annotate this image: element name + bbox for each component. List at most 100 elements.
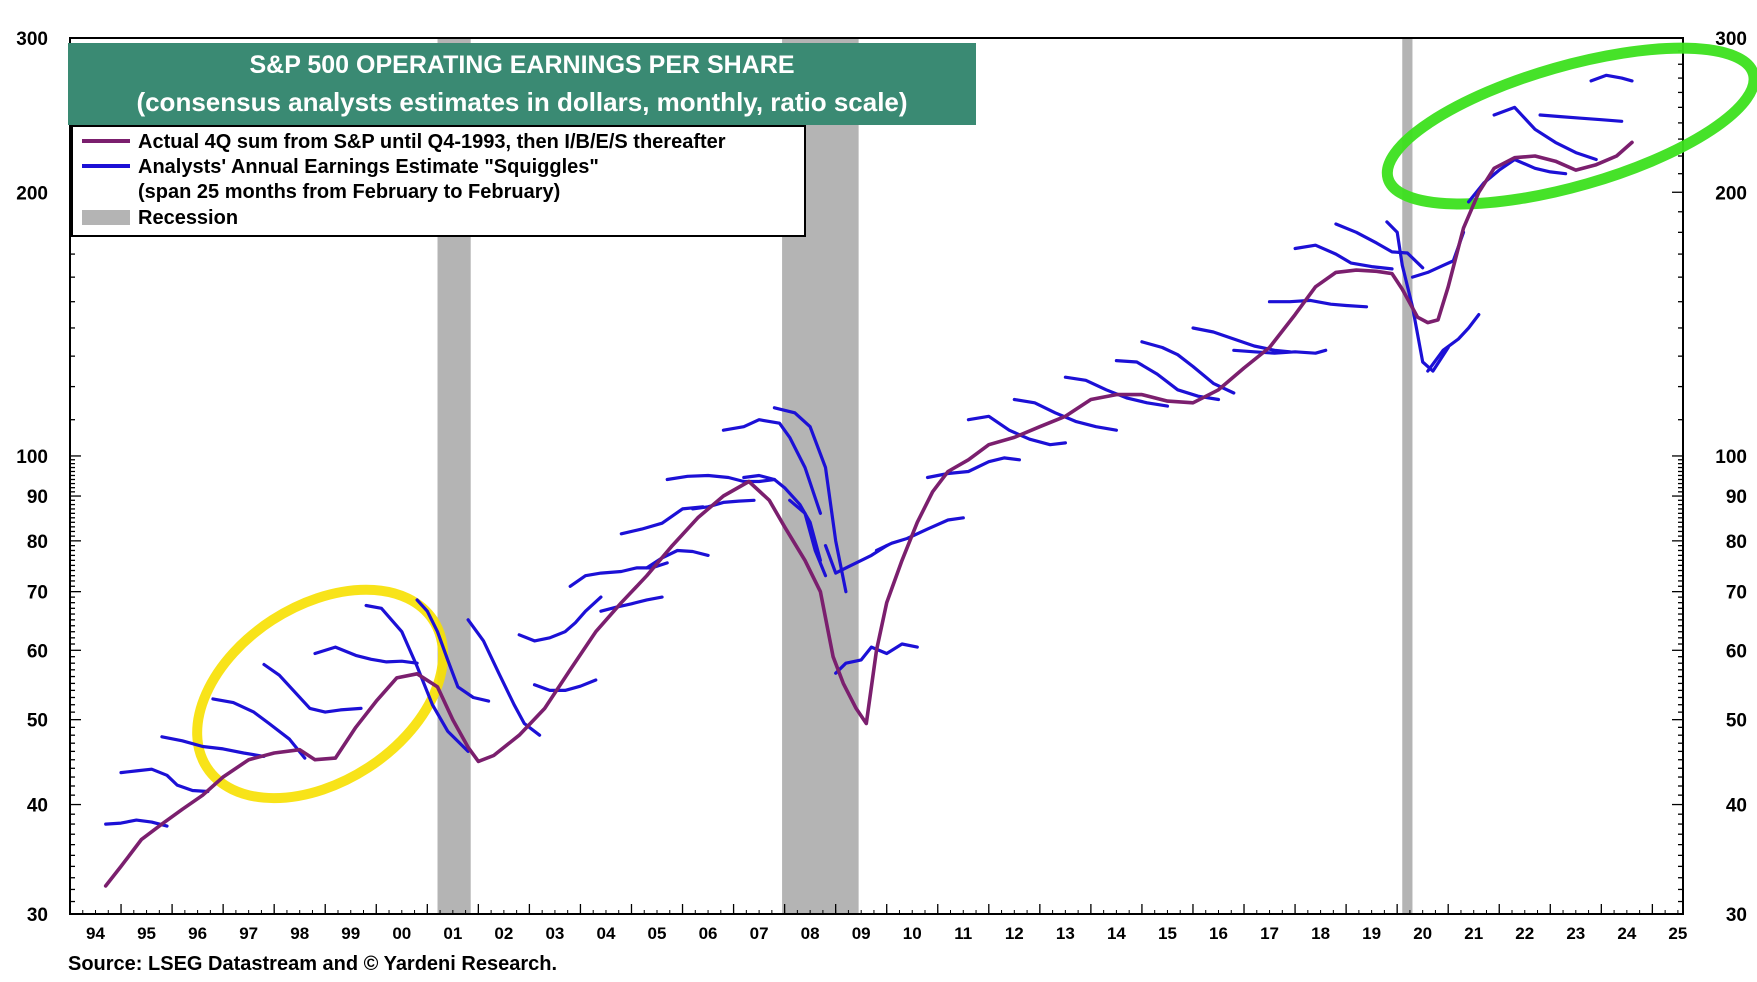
y-tick-label-right: 90	[1726, 487, 1747, 508]
squiggle-line-17	[721, 418, 822, 515]
x-tick-label: 21	[1464, 924, 1483, 943]
x-tick-label: 19	[1362, 924, 1381, 943]
y-tick-label-left: 100	[16, 447, 48, 468]
x-tick-label: 17	[1260, 924, 1279, 943]
legend-recession-swatch	[82, 210, 130, 225]
recession-band-2	[1402, 38, 1413, 914]
legend-squiggles-label: Analysts' Annual Earnings Estimate "Squi…	[138, 156, 599, 178]
title-background	[68, 43, 976, 125]
squiggle-line-37	[1426, 313, 1481, 373]
chart-subtitle: (consensus analysts estimates in dollars…	[136, 87, 907, 117]
x-tick-label: 97	[239, 924, 258, 943]
y-tick-label-left: 80	[27, 532, 48, 553]
squiggle-line-7	[415, 598, 491, 703]
squiggle-line-20	[788, 498, 828, 578]
legend-actual-label: Actual 4Q sum from S&P until Q4-1993, th…	[138, 131, 726, 153]
x-tick-label: 00	[392, 924, 411, 943]
squiggle-line-24	[925, 456, 1021, 480]
x-tick-label: 25	[1668, 924, 1687, 943]
squiggle-line-4	[262, 662, 363, 714]
x-tick-label: 99	[341, 924, 360, 943]
x-tick-label: 10	[903, 924, 922, 943]
legend-span-note: (span 25 months from February to Februar…	[138, 181, 560, 203]
x-tick-label: 23	[1566, 924, 1585, 943]
source-note: Source: LSEG Datastream and © Yardeni Re…	[68, 953, 557, 975]
title-box: S&P 500 OPERATING EARNINGS PER SHARE (co…	[68, 43, 976, 125]
series	[103, 73, 1634, 888]
x-tick-label: 06	[699, 924, 718, 943]
squiggle-line-10	[532, 678, 598, 692]
legend: Actual 4Q sum from S&P until Q4-1993, th…	[71, 125, 806, 237]
y-tick-label-left: 40	[27, 796, 48, 817]
x-tick-label: 16	[1209, 924, 1228, 943]
squiggle-line-31	[1232, 348, 1328, 355]
squiggle-line-13	[619, 505, 705, 536]
chart-title: S&P 500 OPERATING EARNINGS PER SHARE	[249, 51, 794, 79]
x-tick-label: 03	[545, 924, 564, 943]
x-tick-label: 98	[290, 924, 309, 943]
squiggle-line-35	[1385, 220, 1450, 373]
y-tick-label-left: 90	[27, 487, 48, 508]
squiggle-line-16	[691, 498, 756, 511]
x-tick-label: 12	[1005, 924, 1024, 943]
x-tick-label: 94	[86, 924, 105, 943]
legend-recession-label: Recession	[138, 207, 238, 229]
y-tick-label-right: 30	[1726, 905, 1747, 926]
x-tick-label: 11	[954, 924, 972, 943]
squiggle-line-40	[1538, 113, 1624, 123]
squiggle-line-22	[834, 642, 919, 675]
x-tick-label: 04	[597, 924, 616, 943]
squiggle-line-21	[823, 544, 889, 575]
x-tick-label: 07	[750, 924, 769, 943]
x-tick-label: 02	[494, 924, 513, 943]
squiggle-line-19	[772, 406, 848, 594]
squiggle-line-29	[1140, 340, 1236, 395]
x-tick-label: 13	[1056, 924, 1075, 943]
yellow-highlight-ellipse	[192, 584, 449, 804]
y-tick-label-right: 300	[1715, 29, 1747, 50]
squiggle-line-15	[665, 473, 776, 484]
x-tick-label: 01	[443, 924, 462, 943]
y-tick-label-right: 70	[1726, 583, 1747, 604]
y-tick-label-left: 300	[16, 29, 48, 50]
green-highlight-ellipse	[1381, 42, 1757, 210]
squiggle-line-41	[1589, 73, 1634, 83]
squiggle-line-3	[211, 697, 307, 760]
y-tick-label-left: 30	[27, 905, 48, 926]
y-tick-label-right: 60	[1726, 641, 1747, 662]
squiggle-line-2	[160, 735, 266, 758]
squiggle-line-12	[599, 595, 664, 613]
actual-earnings-line	[103, 140, 1634, 888]
y-tick-label-right: 200	[1715, 183, 1747, 204]
squiggle-line-18	[742, 473, 822, 562]
y-tick-label-right: 100	[1715, 447, 1747, 468]
x-tick-label: 96	[188, 924, 207, 943]
y-tick-label-right: 50	[1726, 711, 1747, 732]
y-tick-label-left: 50	[27, 711, 48, 732]
y-tick-label-left: 200	[16, 183, 48, 204]
x-tick-label: 09	[852, 924, 871, 943]
x-tick-label: 05	[648, 924, 667, 943]
squiggle-line-34	[1334, 222, 1425, 270]
squiggle-line-32	[1267, 298, 1369, 309]
squiggle-line-6	[364, 603, 470, 753]
x-tick-label: 08	[801, 924, 820, 943]
x-tick-label: 14	[1107, 924, 1126, 943]
squiggle-line-0	[104, 818, 169, 828]
squiggle-line-33	[1293, 243, 1394, 271]
squiggle-line-30	[1191, 326, 1292, 354]
y-tick-label-left: 70	[27, 583, 48, 604]
squiggle-line-27	[1063, 375, 1170, 408]
squiggle-line-39	[1492, 105, 1598, 162]
squiggle-line-1	[119, 767, 210, 794]
x-tick-label: 24	[1617, 924, 1636, 943]
y-tick-label-left: 60	[27, 641, 48, 662]
squiggle-line-5	[313, 645, 419, 665]
x-tick-label: 95	[137, 924, 156, 943]
legend-box	[71, 125, 806, 237]
squiggle-line-9	[517, 595, 603, 643]
y-tick-label-right: 80	[1726, 532, 1747, 553]
y-tick-label-right: 40	[1726, 796, 1747, 817]
x-tick-label: 15	[1158, 924, 1177, 943]
